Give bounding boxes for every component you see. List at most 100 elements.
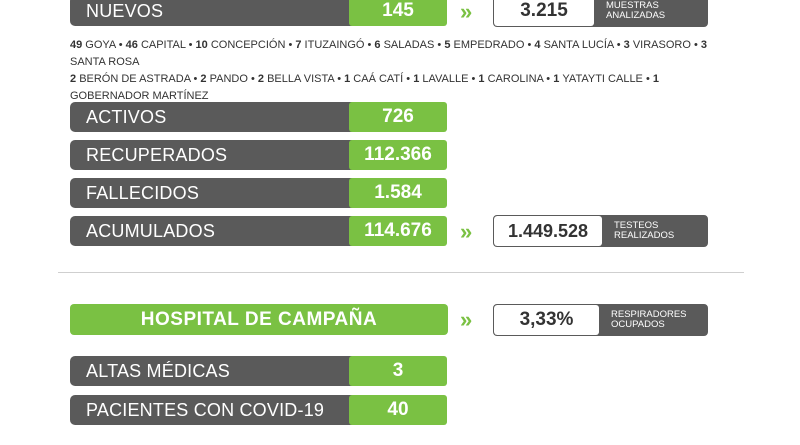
locality-item: 49 GOYA — [70, 39, 116, 51]
recuperados-value: 112.366 — [349, 140, 447, 170]
locality-item: 1 GOBERNADOR MARTÍNEZ — [70, 73, 659, 102]
pacientes-label-text: PACIENTES CON COVID-19 — [86, 399, 325, 420]
muestras-value: 3.215 — [494, 0, 594, 26]
locality-name: YATAYTI CALLE — [562, 73, 643, 85]
separator: • — [434, 39, 445, 51]
locality-name: VIRASORO — [632, 39, 691, 51]
locality-item: 4 SANTA LUCÍA — [534, 39, 613, 51]
chevron-right-icon: » — [460, 307, 472, 332]
locality-item: 2 BELLA VISTA — [258, 73, 334, 85]
locality-item: 6 SALADAS — [374, 39, 434, 51]
chevron-right-icon: » — [460, 0, 472, 24]
pacientes-value: 40 — [349, 395, 447, 425]
recuperados-label-text: RECUPERADOS — [86, 144, 228, 165]
section-divider — [58, 272, 744, 273]
locality-count: 2 — [257, 73, 268, 85]
respiradores-value: 3,33% — [494, 305, 599, 335]
respiradores-label: RESPIRADORES OCUPADOS — [599, 305, 707, 335]
testeos-box: 1.449.528 TESTEOS REALIZADOS — [493, 215, 708, 247]
testeos-label-line2: REALIZADOS — [614, 230, 675, 241]
locality-item: 3 VIRASORO — [624, 39, 691, 51]
chevron-right-icon: » — [460, 219, 472, 244]
activos-value: 726 — [349, 102, 447, 132]
fallecidos-label-text: FALLECIDOS — [86, 182, 200, 203]
separator: • — [285, 39, 296, 51]
locality-count: 3 — [700, 39, 707, 51]
locality-item: 7 ITUZAINGÓ — [295, 39, 364, 51]
nuevos-label-text: NUEVOS — [86, 0, 164, 21]
locality-count: 6 — [374, 39, 384, 51]
locality-name: SALADAS — [383, 39, 435, 51]
separator: • — [364, 39, 375, 51]
separator: • — [115, 39, 126, 51]
separator: • — [613, 39, 624, 51]
muestras-label-line1: MUESTRAS — [606, 0, 659, 11]
testeos-label-line1: TESTEOS — [614, 220, 659, 231]
testeos-value: 1.449.528 — [494, 216, 602, 246]
locality-item: 1 LAVALLE — [413, 73, 468, 85]
recuperados-label: RECUPERADOS — [70, 140, 360, 170]
separator: • — [690, 39, 701, 51]
locality-count: 49 — [70, 39, 86, 51]
locality-count: 3 — [623, 39, 633, 51]
separator: • — [334, 73, 345, 85]
respiradores-label-line1: RESPIRADORES — [611, 309, 687, 320]
nuevos-value: 145 — [349, 0, 447, 26]
locality-name: SANTA ROSA — [70, 56, 140, 68]
nuevos-label: NUEVOS — [70, 0, 360, 26]
locality-item: 3 SANTA ROSA — [70, 39, 707, 68]
locality-name: CAÁ CATÍ — [353, 73, 404, 85]
respiradores-label-line2: OCUPADOS — [611, 319, 665, 330]
locality-count: 1 — [553, 73, 563, 85]
respiradores-box: 3,33% RESPIRADORES OCUPADOS — [493, 304, 708, 336]
separator: • — [403, 73, 414, 85]
locality-count: 4 — [534, 39, 544, 51]
altas-value: 3 — [349, 356, 447, 386]
locality-item: 1 CAROLINA — [478, 73, 543, 85]
locality-count: 7 — [295, 39, 305, 51]
locality-name: EMPEDRADO — [453, 39, 525, 51]
separator: • — [543, 73, 554, 85]
locality-name: ITUZAINGÓ — [304, 39, 365, 51]
locality-item: 2 BERÓN DE ASTRADA — [70, 73, 190, 85]
locality-name: SANTA LUCÍA — [543, 39, 614, 51]
locality-name: BELLA VISTA — [267, 73, 335, 85]
muestras-label: MUESTRAS ANALIZADAS — [594, 0, 707, 26]
acumulados-value: 114.676 — [349, 216, 447, 246]
locality-count: 1 — [652, 73, 659, 85]
separator: • — [247, 73, 258, 85]
locality-item: 46 CAPITAL — [126, 39, 186, 51]
locality-name: PANDO — [209, 73, 248, 85]
activos-label-text: ACTIVOS — [86, 106, 167, 127]
locality-count: 1 — [344, 73, 354, 85]
locality-name: LAVALLE — [422, 73, 469, 85]
locality-count: 1 — [478, 73, 488, 85]
acumulados-label-text: ACUMULADOS — [86, 220, 216, 241]
activos-label: ACTIVOS — [70, 102, 360, 132]
separator: • — [190, 73, 201, 85]
separator: • — [185, 39, 196, 51]
locality-item: 2 PANDO — [200, 73, 248, 85]
locality-name: CAPITAL — [140, 39, 186, 51]
locality-count: 2 — [200, 73, 210, 85]
locality-count: 5 — [444, 39, 454, 51]
altas-label-text: ALTAS MÉDICAS — [86, 360, 230, 381]
locality-name: GOYA — [85, 39, 116, 51]
acumulados-label: ACUMULADOS — [70, 216, 360, 246]
locality-item: 5 EMPEDRADO — [444, 39, 524, 51]
fallecidos-value: 1.584 — [349, 178, 447, 208]
locality-item: 1 CAÁ CATÍ — [344, 73, 403, 85]
separator: • — [642, 73, 653, 85]
fallecidos-label: FALLECIDOS — [70, 178, 360, 208]
separator: • — [468, 73, 479, 85]
testeos-label: TESTEOS REALIZADOS — [602, 216, 707, 246]
locality-name: GOBERNADOR MARTÍNEZ — [70, 90, 209, 102]
altas-label: ALTAS MÉDICAS — [70, 356, 360, 386]
locality-count: 2 — [70, 73, 80, 85]
locality-count: 46 — [125, 39, 141, 51]
separator: • — [524, 39, 535, 51]
locality-name: CONCEPCIÓN — [210, 39, 286, 51]
locality-name: BERÓN DE ASTRADA — [79, 73, 191, 85]
locality-item: 1 YATAYTI CALLE — [553, 73, 643, 85]
muestras-box: 3.215 MUESTRAS ANALIZADAS — [493, 0, 708, 27]
